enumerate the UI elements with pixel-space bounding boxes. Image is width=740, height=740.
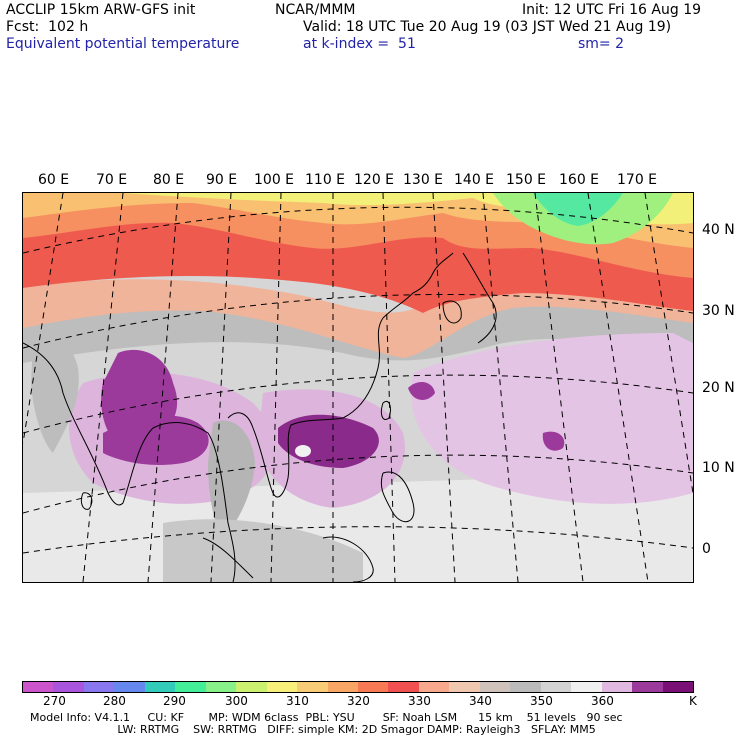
lat-label-40n: 40 N: [702, 222, 735, 238]
coastlines: [23, 252, 497, 582]
colorbar-tick-300: 300: [225, 694, 248, 708]
colorbar-tick-330: 330: [408, 694, 431, 708]
colorbar-tick-320: 320: [347, 694, 370, 708]
colorbar-tick-310: 310: [286, 694, 309, 708]
colorbar-swatch: [205, 682, 237, 692]
indochina-grey: [208, 420, 255, 538]
colorbar-swatch: [114, 682, 145, 692]
org-label: NCAR/MMM: [275, 2, 356, 18]
colorbar-swatch: [83, 682, 115, 692]
colorbar-tick-280: 280: [103, 694, 126, 708]
colorbar-swatch: [327, 682, 358, 692]
smoothing-label: sm= 2: [578, 36, 625, 52]
pacific-dark-purple-spot: [542, 431, 565, 451]
colorbar-swatch: [266, 682, 298, 692]
lon-label-90e: 90 E: [206, 172, 238, 188]
lon-label-100e: 100 E: [254, 172, 295, 188]
lon-label-160e: 160 E: [559, 172, 600, 188]
colorbar-tick-350: 350: [530, 694, 553, 708]
lon-label-150e: 150 E: [506, 172, 547, 188]
lon-label-80e: 80 E: [153, 172, 185, 188]
model-info-line1: Model Info: V4.1.1 CU: KF MP: WDM 6class…: [30, 711, 623, 724]
lon-label-130e: 130 E: [403, 172, 444, 188]
colorbar-swatch: [540, 682, 572, 692]
model-title: ACCLIP 15km ARW-GFS init: [6, 2, 196, 18]
colorbar-swatch: [175, 682, 206, 692]
colorbar-swatch: [357, 682, 389, 692]
colorbar-swatch: [144, 682, 176, 692]
colorbar-tick-270: 270: [43, 694, 66, 708]
lon-label-170e: 170 E: [617, 172, 658, 188]
field-name: Equivalent potential temperature: [6, 36, 240, 52]
colorbar-tick-360: 360: [591, 694, 614, 708]
colorbar-tick-290: 290: [163, 694, 186, 708]
map-canvas: [23, 193, 693, 582]
teal-patch: [533, 193, 623, 226]
valid-time: Valid: 18 UTC Tue 20 Aug 19 (03 JST Wed …: [303, 19, 672, 35]
lat-label-0: 0: [702, 541, 711, 557]
colorbar-swatch: [23, 682, 54, 692]
lat-label-20n: 20 N: [702, 380, 735, 396]
graticule: [23, 193, 693, 582]
colorbar-swatch: [297, 682, 328, 692]
colorbar-swatch: [479, 682, 511, 692]
philippine-sea-dark-purple-spot: [408, 381, 435, 400]
forecast-hour: Fcst: 102 h: [6, 19, 89, 35]
lon-label-60e: 60 E: [38, 172, 70, 188]
map-panel: [22, 192, 694, 583]
level-label: at k-index = 51: [303, 36, 416, 52]
lon-label-140e: 140 E: [454, 172, 495, 188]
model-info-line2: LW: RRTMG SW: RRTMG DIFF: simple KM: 2D …: [30, 723, 596, 736]
colorbar-tick-340: 340: [469, 694, 492, 708]
hainan-white-spot: [295, 445, 311, 457]
salmon-band: [23, 278, 693, 358]
lon-label-110e: 110 E: [305, 172, 346, 188]
color-bar: [22, 681, 694, 693]
colorbar-swatch: [449, 682, 480, 692]
init-time: Init: 12 UTC Fri 16 Aug 19: [522, 2, 702, 18]
colorbar-unit: K: [689, 694, 697, 708]
colorbar-swatch: [236, 682, 267, 692]
colorbar-swatch: [632, 682, 663, 692]
colorbar-swatch: [418, 682, 450, 692]
lat-label-30n: 30 N: [702, 303, 735, 319]
colorbar-swatch: [571, 682, 602, 692]
arabian-sea-grey: [31, 339, 79, 453]
lat-label-10n: 10 N: [702, 460, 735, 476]
bengal-dark-purple: [103, 415, 209, 465]
colorbar-swatch: [510, 682, 541, 692]
colorbar-swatch: [388, 682, 419, 692]
lon-label-120e: 120 E: [354, 172, 395, 188]
colorbar-swatch: [662, 682, 693, 692]
lon-label-70e: 70 E: [96, 172, 128, 188]
colorbar-swatch: [53, 682, 84, 692]
colorbar-swatch: [601, 682, 633, 692]
